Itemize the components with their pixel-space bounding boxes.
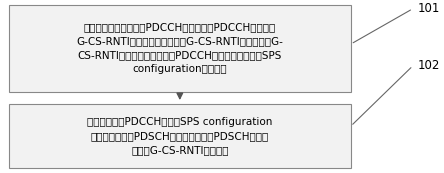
Bar	[9, 5, 351, 92]
Text: 接收网络侧发送的第一PDCCH，所述第一PDCCH采用第一
G-CS-RNTI进行加扰，所述第一G-CS-RNTI是所述多个G-
CS-RNTI中的一个，所述第: 接收网络侧发送的第一PDCCH，所述第一PDCCH采用第一 G-CS-RNTI进…	[76, 22, 283, 74]
Bar	[9, 104, 351, 168]
Text: 利用所述第一PDCCH激活的SPS configuration
的资源进行第一PDSCH传输；所述第一PDSCH使用所
述第一G-CS-RNTI进行加扰: 利用所述第一PDCCH激活的SPS configuration 的资源进行第一P…	[87, 117, 273, 155]
Text: 101: 101	[417, 2, 440, 15]
Text: 102: 102	[417, 59, 440, 72]
